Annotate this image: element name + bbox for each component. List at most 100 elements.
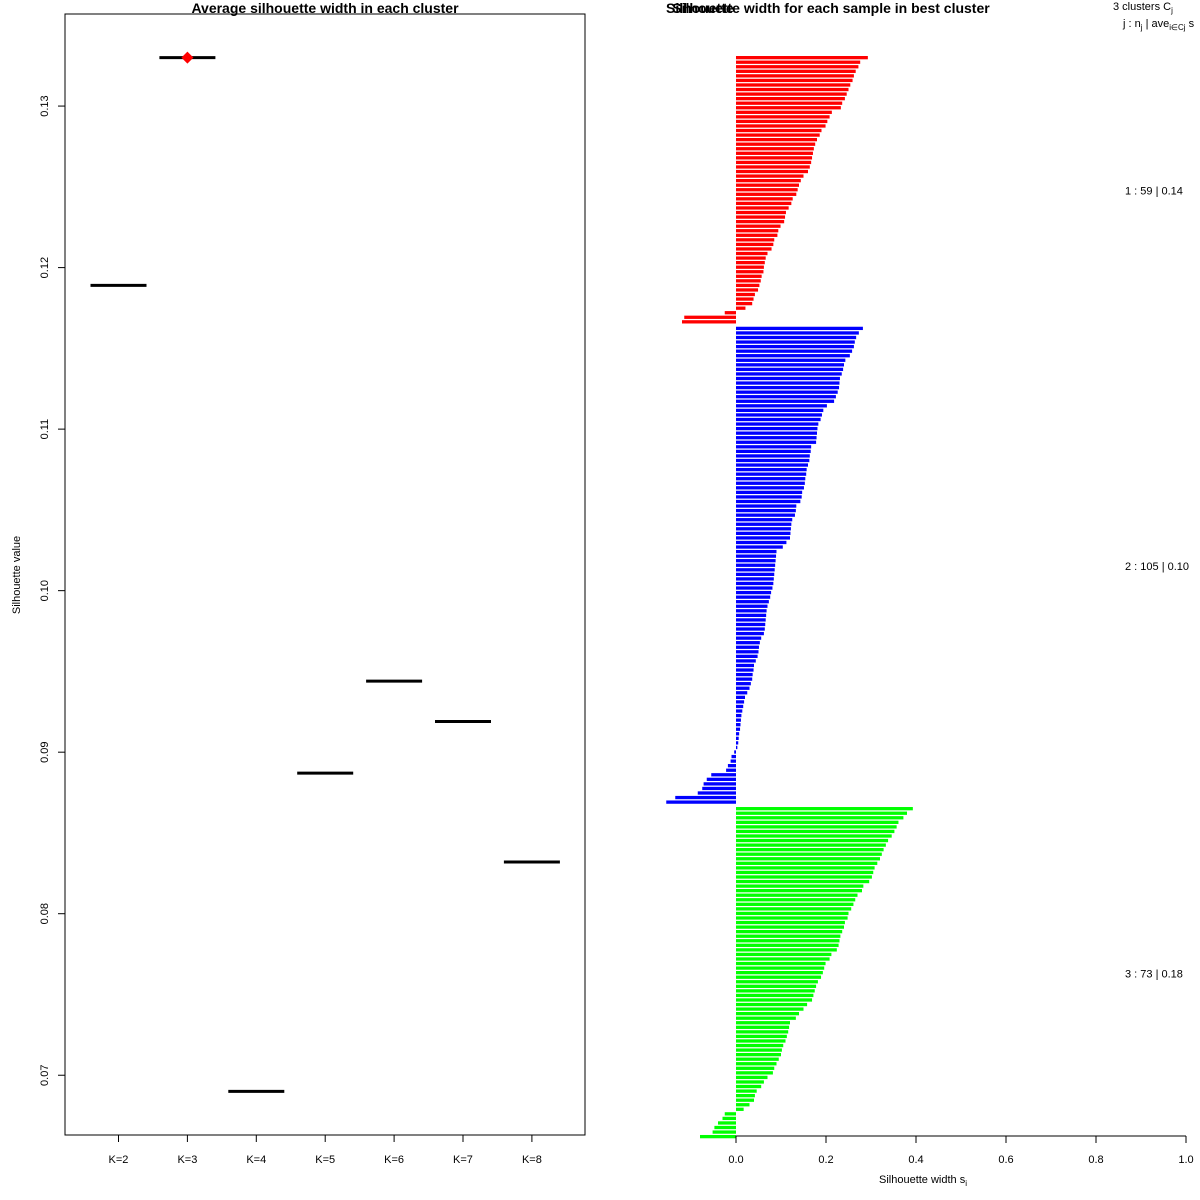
legend-line-2: j : nj | avei∈Cj s xyxy=(1122,18,1195,32)
y-tick-label: 0.10 xyxy=(39,580,51,601)
x-tick-label: 0.4 xyxy=(908,1154,923,1166)
silhouette-bar xyxy=(736,344,854,349)
x-tick-label: 0.8 xyxy=(1088,1154,1103,1166)
silhouette-bar xyxy=(736,686,750,690)
silhouette-bar xyxy=(736,925,844,929)
silhouette-bar xyxy=(736,326,863,331)
silhouette-bar xyxy=(697,791,736,795)
x-tick-label: K=2 xyxy=(109,1154,129,1166)
silhouette-bar xyxy=(736,1084,762,1089)
silhouette-bar xyxy=(736,449,811,454)
silhouette-bar xyxy=(736,229,779,233)
silhouette-bar xyxy=(736,504,797,508)
silhouette-bar xyxy=(736,1075,768,1080)
silhouette-bar xyxy=(736,147,814,151)
x-tick-label: K=3 xyxy=(177,1154,197,1166)
silhouette-bars xyxy=(666,56,913,1139)
silhouette-bar xyxy=(736,160,812,165)
silhouette-bar xyxy=(736,178,801,183)
silhouette-bar xyxy=(736,422,819,426)
silhouette-bar xyxy=(736,590,772,595)
silhouette-bar xyxy=(736,1107,744,1111)
silhouette-bar xyxy=(702,786,736,791)
silhouette-bar xyxy=(736,169,808,174)
silhouette-bar xyxy=(736,930,843,934)
silhouette-bar xyxy=(734,750,736,754)
silhouette-bar xyxy=(736,545,783,549)
silhouette-bar xyxy=(736,151,813,155)
silhouette-bar xyxy=(736,87,849,92)
silhouette-bar xyxy=(727,764,736,768)
silhouette-bar xyxy=(736,811,907,815)
silhouette-bar xyxy=(736,417,821,422)
silhouette-bar xyxy=(736,436,817,440)
silhouette-bar xyxy=(736,682,751,686)
silhouette-bar xyxy=(736,354,850,358)
silhouette-bar xyxy=(736,531,791,536)
x-tick-label: K=7 xyxy=(453,1154,473,1166)
silhouette-bar xyxy=(736,984,817,988)
silhouette-bar xyxy=(736,188,798,192)
legend-line-1-text: 3 clusters C xyxy=(1113,1,1171,13)
legend-line-1: 3 clusters Cj xyxy=(1113,1,1173,15)
silhouette-bar xyxy=(736,508,796,513)
silhouette-bar xyxy=(736,165,810,169)
silhouette-bar xyxy=(714,1125,736,1130)
silhouette-bar xyxy=(736,260,765,265)
silhouette-bar xyxy=(736,975,822,979)
silhouette-bar xyxy=(736,101,843,105)
left-chart-title: Average silhouette width in each cluster xyxy=(191,0,459,16)
silhouette-bar xyxy=(736,499,801,504)
silhouette-bar xyxy=(736,677,753,681)
left-plot-frame xyxy=(64,13,586,1136)
silhouette-bar xyxy=(736,183,799,187)
silhouette-bar xyxy=(736,1016,796,1020)
silhouette-bar xyxy=(736,210,786,215)
silhouette-bar xyxy=(736,884,864,888)
silhouette-bar xyxy=(736,870,874,875)
silhouette-bar xyxy=(736,966,825,970)
silhouette-bar xyxy=(736,233,778,237)
silhouette-bar xyxy=(736,404,827,408)
legend-line-2-text: j : n xyxy=(1122,18,1141,30)
silhouette-bar xyxy=(736,137,817,142)
silhouette-bar xyxy=(736,636,762,640)
silhouette-bar xyxy=(736,238,775,242)
x-tick-label: K=5 xyxy=(315,1154,335,1166)
silhouette-bar xyxy=(736,385,840,390)
silhouette-bar xyxy=(736,641,760,645)
silhouette-bar xyxy=(736,335,857,340)
silhouette-bar xyxy=(736,1052,781,1057)
silhouette-bar xyxy=(736,829,895,834)
right-x-axis: 0.0 0.2 0.4 0.6 0.8 1.0 xyxy=(728,1135,1194,1166)
silhouette-bar xyxy=(736,568,775,572)
silhouette-bar xyxy=(736,554,777,558)
right-x-axis-label: Silhouette width si xyxy=(879,1174,967,1188)
x-tick-label: 0.2 xyxy=(818,1154,833,1166)
silhouette-bar xyxy=(736,1057,779,1061)
silhouette-bar xyxy=(736,60,861,64)
silhouette-bar xyxy=(736,440,817,444)
silhouette-bar xyxy=(736,816,904,820)
silhouette-bar xyxy=(736,723,741,727)
silhouette-bar xyxy=(736,490,803,495)
silhouette-bar xyxy=(736,115,830,119)
silhouette-bar xyxy=(736,381,840,385)
silhouette-bar xyxy=(718,1121,736,1125)
silhouette-bar xyxy=(736,889,862,893)
silhouette-bar xyxy=(736,349,853,353)
silhouette-bar xyxy=(730,759,736,763)
silhouette-bar xyxy=(666,800,736,804)
silhouette-bar xyxy=(736,458,810,463)
silhouette-bar xyxy=(736,727,741,731)
cluster-label: 1 : 59 | 0.14 xyxy=(1125,185,1183,197)
silhouette-bar xyxy=(736,69,856,73)
left-y-axis-label: Silhouette value xyxy=(11,536,23,614)
silhouette-bar xyxy=(684,315,736,319)
silhouette-bar xyxy=(736,875,872,879)
silhouette-bar xyxy=(736,971,823,975)
silhouette-bar xyxy=(736,156,813,160)
x-tick-label: 1.0 xyxy=(1178,1154,1193,1166)
right-chart-title-overlap: Silhouette xyxy=(666,0,734,16)
